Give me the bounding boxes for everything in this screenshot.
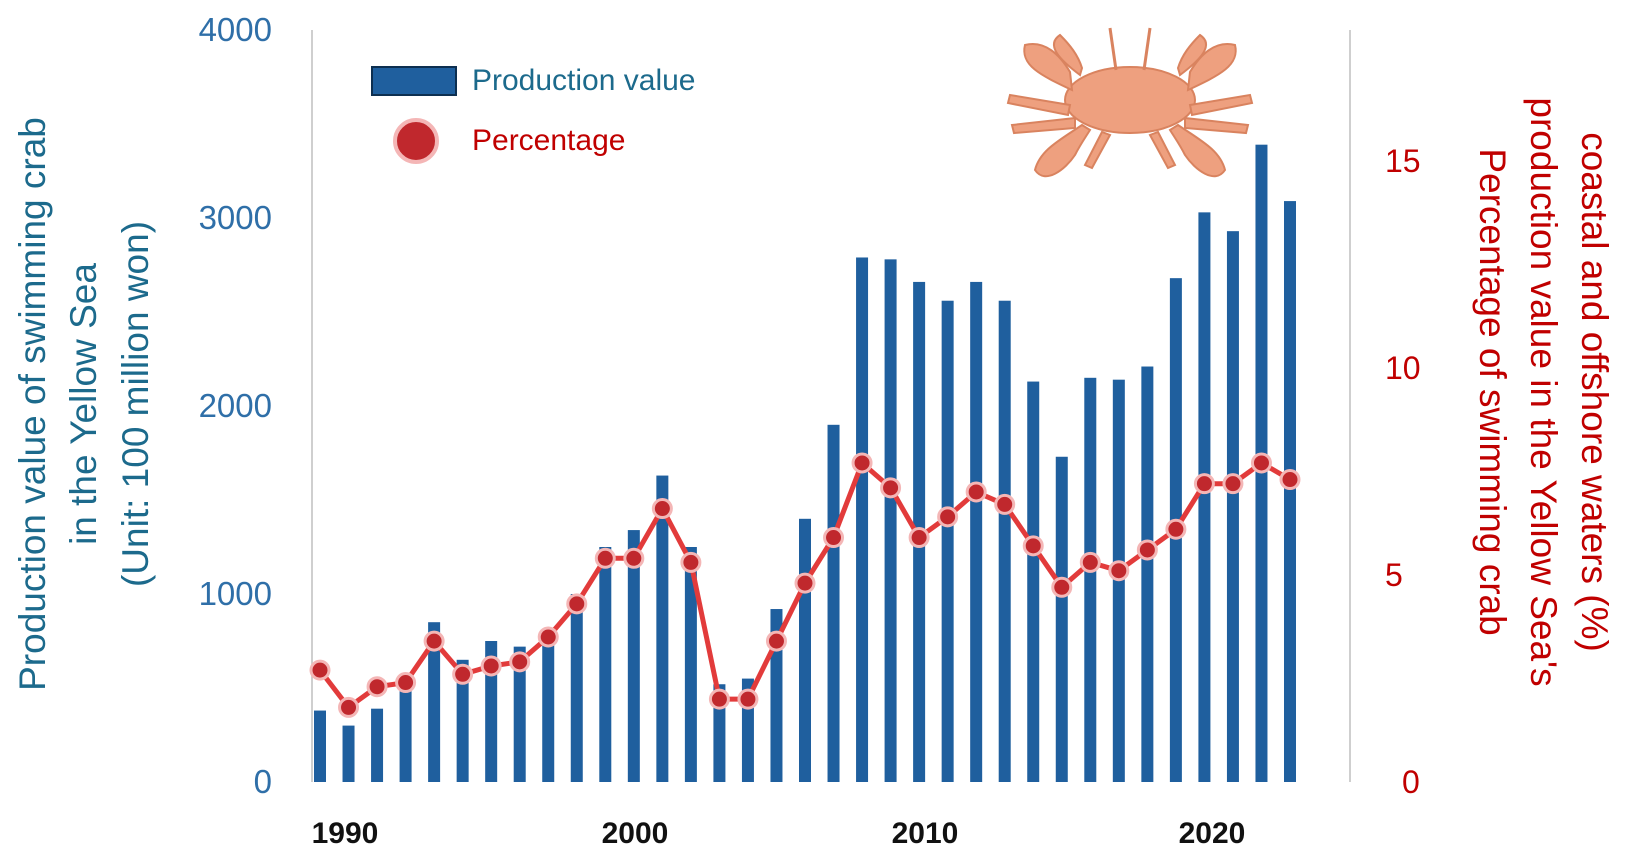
percentage-point-1994 [423,630,445,652]
percentage-point-2008 [823,527,845,549]
right-y-tick-labels: 0 5 10 15 [1385,143,1421,800]
right-y-axis-title-line-3: coastal and offshore waters (%) [1574,132,1615,652]
bar-2019 [1141,366,1154,782]
bar-1997 [513,646,526,782]
bar-2002 [656,475,669,782]
bar-2003 [684,547,697,782]
bar-2022 [1226,231,1239,782]
bar-2017 [1084,377,1097,782]
legend-circle-swatch [393,118,439,164]
percentage-point-2013 [965,481,987,503]
legend-bar-swatch [371,66,457,96]
percentage-point-2003 [680,551,702,573]
percentage-point-2000 [594,547,616,569]
percentage-point-1990 [309,659,331,681]
bar-1991 [342,725,355,782]
right-tick-10: 10 [1385,350,1421,386]
percentage-point-2001 [623,547,645,569]
percentage-point-1998 [537,626,559,648]
right-tick-5: 5 [1385,557,1403,593]
percentage-point-1992 [366,676,388,698]
right-y-axis-title: Percentage of swimming crab production v… [1472,97,1615,686]
percentage-point-2002 [651,498,673,520]
percentage-point-2010 [880,477,902,499]
bar-2000 [599,547,612,782]
bar-2008 [827,424,840,782]
bar-1998 [542,644,555,782]
x-tick-1990: 1990 [312,817,379,850]
bar-1990 [314,710,326,782]
bar-1995 [456,659,469,782]
bar-1993 [399,688,412,782]
left-tick-3000: 3000 [199,199,272,236]
percentage-point-2020 [1165,518,1187,540]
bar-2015 [1027,381,1040,782]
left-y-axis-title-line-1: Production value of swimming crab [12,117,53,691]
percentage-point-1995 [452,663,474,685]
bar-2007 [799,518,811,782]
left-tick-2000: 2000 [199,387,272,424]
x-tick-2010: 2010 [892,817,959,850]
percentage-point-1993 [395,672,417,694]
bar-2012 [941,300,954,782]
bar-1992 [371,708,384,782]
bar-2024 [1284,201,1296,782]
percentage-point-2016 [1051,576,1073,598]
bar-1999 [570,594,583,782]
percentage-point-2018 [1108,560,1130,582]
left-tick-0: 0 [254,763,272,800]
left-y-axis-title: Production value of swimming crab in the… [12,117,156,691]
percentage-line-series [309,452,1301,718]
percentage-point-2024 [1279,469,1301,491]
percentage-point-2015 [1022,535,1044,557]
percentage-point-1997 [509,651,531,673]
bar-1996 [485,641,498,782]
bar-2013 [970,281,983,782]
percentage-point-1999 [566,593,588,615]
percentage-point-2004 [708,688,730,710]
percentage-point-1996 [480,655,502,677]
x-tick-labels: 1990 2000 2010 2020 [312,817,1246,850]
right-tick-0: 0 [1402,764,1420,800]
percentage-point-2017 [1079,551,1101,573]
bar-2001 [627,530,640,782]
bar-2021 [1198,212,1211,783]
right-y-axis-title-line-2: production value in the Yellow Sea's [1523,97,1564,686]
bar-2014 [998,300,1011,782]
crab-icon [1006,27,1254,178]
percentage-point-2023 [1250,452,1272,474]
percentage-point-2012 [937,506,959,528]
bar-2016 [1055,456,1068,782]
percentage-point-2006 [765,630,787,652]
left-tick-4000: 4000 [199,11,272,48]
x-tick-2000: 2000 [602,817,669,850]
bar-2009 [856,257,869,783]
left-y-axis-title-line-3: (Unit: 100 million won) [115,221,156,587]
percentage-point-2022 [1222,473,1244,495]
right-tick-15: 15 [1385,143,1421,179]
percentage-point-2014 [994,493,1016,515]
production-value-bars [314,144,1296,783]
right-y-axis-title-line-1: Percentage of swimming crab [1472,148,1513,635]
percentage-point-2011 [908,527,930,549]
percentage-point-2007 [794,572,816,594]
percentage-point-2009 [851,452,873,474]
legend-label-production-value: Production value [472,64,695,97]
left-y-tick-labels: 0 1000 2000 3000 4000 [199,11,272,800]
bar-2010 [884,259,897,782]
percentage-point-2019 [1136,539,1158,561]
left-tick-1000: 1000 [199,575,272,612]
x-tick-2020: 2020 [1179,817,1246,850]
left-y-axis-title-line-2: in the Yellow Sea [63,263,104,545]
legend: Production value Percentage [371,64,695,164]
bar-1994 [428,622,441,782]
percentage-point-2021 [1193,473,1215,495]
legend-label-percentage: Percentage [472,124,625,157]
percentage-point-1991 [338,696,360,718]
percentage-point-2005 [737,688,759,710]
